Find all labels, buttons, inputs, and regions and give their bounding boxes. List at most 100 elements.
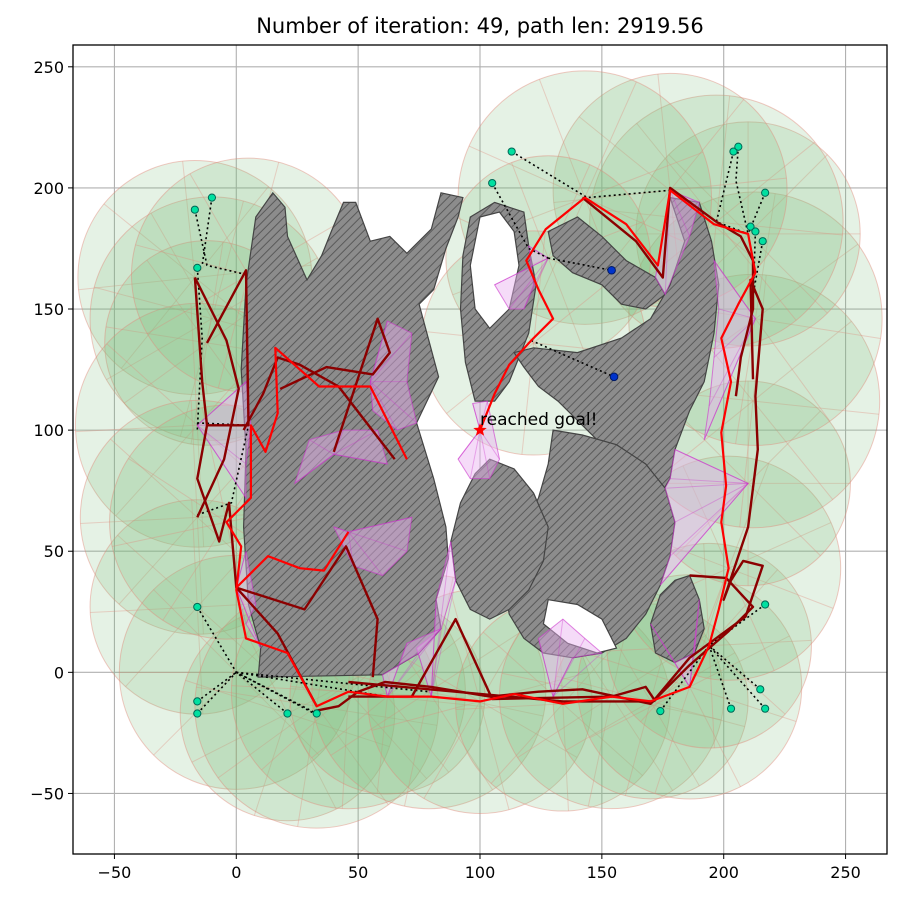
visibility-fan: [457, 400, 501, 480]
visibility-ray: [333, 453, 388, 465]
tree-edge: [193, 276, 240, 518]
sensing-ray: [584, 81, 637, 198]
sensing-ray: [709, 639, 812, 647]
visibility-ray: [430, 628, 442, 697]
sensing-ray: [755, 318, 881, 340]
x-tick-label: 200: [708, 863, 739, 882]
sensing-ray: [703, 543, 710, 646]
visibility-ray: [718, 308, 756, 320]
visibility-ray: [650, 623, 691, 688]
visibility-ray: [294, 453, 335, 484]
sensing-ray: [387, 696, 450, 773]
sensing-ray: [682, 465, 730, 569]
markers: [190, 142, 770, 718]
sensing-ray: [556, 675, 651, 702]
sensing-ray: [716, 221, 797, 321]
obstacle: [450, 458, 549, 620]
sensing-ray: [105, 326, 208, 344]
visibility-ray: [430, 541, 452, 697]
agent-marker: [751, 227, 760, 236]
sensing-ray: [747, 483, 821, 557]
sensing-ray: [657, 73, 671, 191]
sensing-ray: [253, 713, 288, 816]
agent-link: [659, 645, 710, 712]
chart-title: Number of iteration: 49, path len: 2919.…: [256, 14, 704, 38]
agent-link: [201, 197, 213, 266]
sensing-ray: [755, 243, 859, 320]
visibility-ray: [669, 190, 691, 237]
sensing-ray: [123, 342, 208, 404]
visibility-ray: [508, 257, 549, 310]
visibility-ray: [469, 430, 481, 479]
sensing-ray: [565, 700, 651, 751]
sensing-ray: [752, 400, 880, 415]
sensing-ray: [450, 592, 481, 702]
sensing-ray: [330, 691, 430, 756]
sensing-ray: [715, 95, 731, 222]
visibility-ray: [348, 531, 408, 552]
y-axis: −50 0 50 100 150 200 250: [30, 58, 73, 803]
sensing-ray: [117, 534, 198, 608]
sensing-ray: [636, 123, 717, 223]
visibility-fan: [493, 245, 550, 310]
agent-link: [749, 241, 764, 310]
visibility-ray: [348, 531, 383, 576]
sensing-ray: [650, 652, 736, 702]
sensing-ray: [75, 424, 198, 433]
sensing-ray: [584, 197, 701, 250]
sensing-ray: [348, 691, 428, 779]
x-tick-label: 0: [231, 863, 241, 882]
sensing-ray: [517, 696, 612, 759]
sensing-ray: [752, 400, 834, 500]
y-tick-label: −50: [30, 784, 64, 803]
agent-marker: [761, 188, 770, 197]
visibility-ray: [674, 449, 749, 484]
sensing-ray: [490, 703, 564, 784]
sensing-ray: [182, 161, 196, 278]
best-path-segment: [235, 531, 350, 589]
sensing-ray: [479, 700, 578, 758]
sensing-ray: [196, 606, 204, 715]
agent-link: [708, 645, 766, 710]
y-tick-label: 0: [54, 663, 64, 682]
sensing-ray: [261, 691, 349, 771]
sensing-ray: [624, 701, 652, 796]
tree-edge: [279, 317, 391, 453]
sensing-ray: [747, 410, 821, 484]
sensing-ray: [118, 516, 198, 605]
sensing-ray: [217, 705, 318, 779]
sensing-ray: [371, 700, 481, 731]
agent-marker: [193, 602, 202, 612]
sensing-ray: [90, 606, 198, 614]
x-tick-label: −50: [98, 863, 132, 882]
sensing-ray: [553, 189, 671, 204]
data-layer: [74, 70, 883, 829]
agent-link: [235, 671, 318, 715]
sensing-ray: [752, 320, 852, 402]
x-axis: −50 0 50 100 150 200 250: [98, 854, 861, 882]
sensing-ray: [708, 645, 715, 748]
visibility-ray: [479, 430, 491, 479]
visibility-fan: [381, 628, 442, 699]
sensing-ray: [728, 567, 834, 609]
tree-edge: [314, 574, 755, 713]
visibility-ray: [333, 526, 349, 533]
visibility-ray: [689, 652, 695, 687]
sensing-ray: [235, 671, 320, 756]
agent-marker: [207, 193, 217, 202]
sensing-ray: [511, 162, 549, 259]
visibility-ray: [659, 483, 749, 586]
best-path-segment: [225, 189, 757, 708]
sensing-ray: [428, 691, 544, 717]
sensing-ray: [125, 606, 198, 687]
y-tick-label: 200: [33, 179, 64, 198]
sensing-ray: [94, 286, 213, 320]
sensing-ray: [115, 424, 198, 517]
sensing-ray: [611, 696, 674, 791]
agent-marker: [729, 147, 738, 156]
visibility-fan: [650, 599, 700, 689]
visibility-fan: [369, 320, 418, 431]
free-space-hole: [542, 599, 618, 654]
sensing-ray: [341, 691, 349, 809]
sensing-ray: [103, 203, 196, 278]
